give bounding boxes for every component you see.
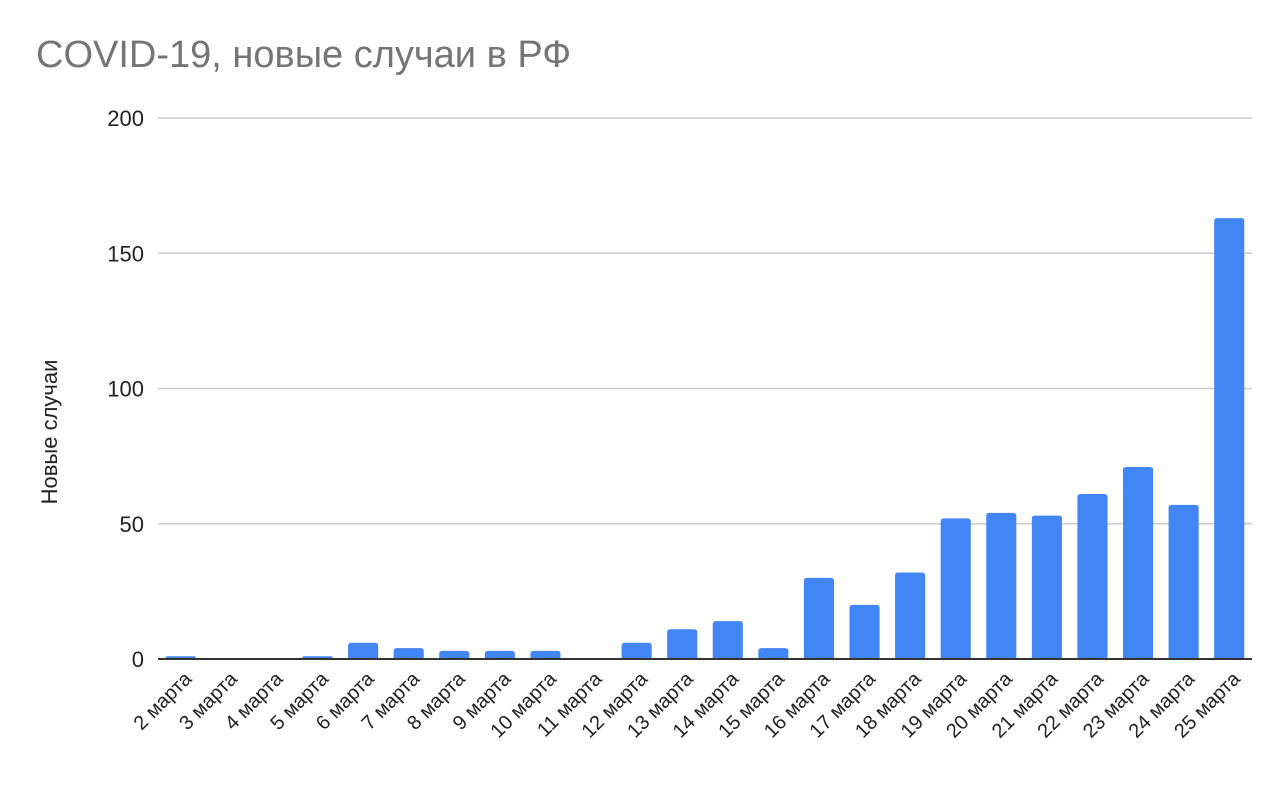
y-tick-label: 50 xyxy=(120,512,144,537)
y-tick-label: 100 xyxy=(107,377,144,402)
bar xyxy=(667,629,698,659)
bar xyxy=(439,650,470,659)
bar xyxy=(758,648,789,659)
y-tick-label: 150 xyxy=(107,241,144,266)
bar xyxy=(1122,466,1154,659)
bar xyxy=(1077,493,1108,659)
y-tick-label: 200 xyxy=(107,106,144,131)
bar xyxy=(393,648,424,659)
bar xyxy=(348,642,379,659)
bar xyxy=(1168,504,1199,659)
bar xyxy=(712,621,743,659)
chart-title: COVID-19, новые случаи в РФ xyxy=(36,34,572,76)
bar xyxy=(621,642,652,659)
bar xyxy=(484,650,515,659)
bars xyxy=(165,218,1245,659)
bar xyxy=(940,518,971,659)
y-tick-label: 0 xyxy=(132,647,144,672)
bar xyxy=(1214,218,1245,659)
bar xyxy=(986,512,1017,659)
bar xyxy=(849,604,880,659)
y-axis-ticks: 0 50 100 150 200 xyxy=(107,106,144,672)
bar xyxy=(803,577,835,659)
bar xyxy=(1031,515,1062,659)
bar xyxy=(530,650,561,659)
bar xyxy=(895,572,926,659)
y-axis-title: Новые случаи xyxy=(37,360,62,505)
